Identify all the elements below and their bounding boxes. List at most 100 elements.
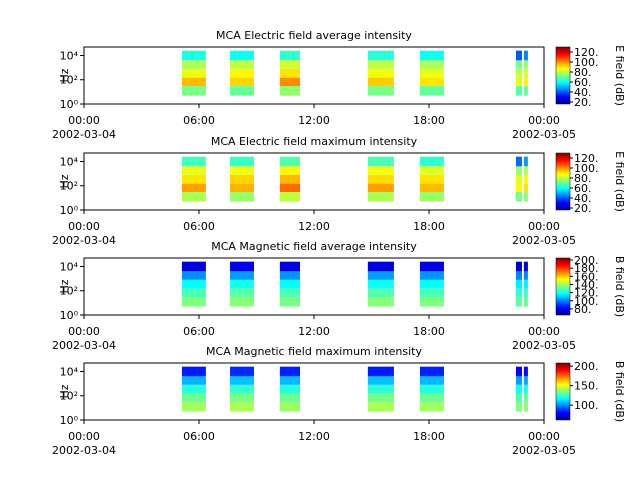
spectrogram-cell — [523, 50, 528, 61]
spectrogram-cell — [367, 384, 394, 394]
x-date-label: 2002-03-04 — [52, 234, 116, 247]
spectrogram-cell — [279, 376, 301, 385]
x-tick-label: 06:00 — [183, 325, 215, 338]
spectrogram-cell — [419, 60, 444, 69]
spectrogram-cell — [230, 376, 255, 385]
spectrogram-cell — [230, 393, 255, 403]
spectrogram-cell — [181, 393, 206, 403]
spectrogram-cell — [279, 77, 301, 87]
panel: MCA Magnetic field maximum intensity 00:0… — [52, 345, 626, 457]
spectrogram-cell — [230, 271, 255, 280]
spectrogram-cell — [181, 174, 206, 184]
spectrogram-cell — [516, 271, 522, 280]
spectrogram-cell — [516, 86, 522, 96]
spectrogram-cell — [419, 156, 444, 167]
x-tick-label: 00:00 — [528, 325, 560, 338]
spectrogram-cell — [523, 166, 528, 175]
spectrogram-cell — [230, 60, 255, 69]
colorbar-tick-label: 160. — [574, 270, 599, 283]
chart-title: MCA Magnetic field maximum intensity — [206, 345, 422, 358]
spectrogram-cell — [367, 60, 394, 69]
spectrogram-cell — [181, 384, 206, 394]
colorbar-label: B field (dB) — [613, 256, 626, 317]
spectrogram-cell — [279, 166, 301, 175]
spectrogram-cell — [367, 192, 394, 202]
spectrogram-cell — [181, 376, 206, 385]
x-date-label: 2002-03-05 — [512, 339, 576, 352]
spectrogram-cell — [279, 183, 301, 193]
spectrogram-cell — [367, 376, 394, 385]
spectrogram-cell — [230, 77, 255, 87]
spectrogram-cell — [279, 366, 301, 377]
x-tick-label: 12:00 — [298, 325, 330, 338]
spectrogram-cell — [419, 77, 444, 87]
colorbar-tick-label: 80. — [574, 172, 592, 185]
plot-frame — [83, 46, 545, 105]
spectrogram-cell — [367, 297, 394, 307]
colorbar-tick-label: 60. — [574, 76, 592, 89]
spectrogram-cell — [523, 288, 528, 298]
spectrogram-cell — [230, 366, 255, 377]
spectrogram-cell — [279, 60, 301, 69]
x-tick-label: 18:00 — [413, 220, 445, 233]
spectrogram-cell — [516, 174, 522, 184]
spectrogram-cell — [279, 174, 301, 184]
spectrogram-cell — [279, 393, 301, 403]
x-tick-label: 00:00 — [528, 220, 560, 233]
spectrogram-cell — [516, 279, 522, 289]
spectrogram-cell — [523, 271, 528, 280]
x-date-label: 2002-03-05 — [512, 128, 576, 141]
spectrogram-cell — [523, 279, 528, 289]
spectrogram-cell — [279, 279, 301, 289]
x-tick-label: 18:00 — [413, 430, 445, 443]
spectrogram-cell — [523, 183, 528, 193]
spectrogram-cell — [181, 279, 206, 289]
colorbar — [555, 362, 571, 421]
spectrogram-cell — [181, 402, 206, 412]
spectrogram-cell — [181, 50, 206, 61]
y-tick-label: 10² — [60, 390, 78, 403]
colorbar — [555, 257, 571, 316]
y-tick-label: 10² — [60, 180, 78, 193]
y-tick-label: 10² — [60, 285, 78, 298]
spectrogram-cell — [523, 366, 528, 377]
x-tick-label: 06:00 — [183, 220, 215, 233]
colorbar-tick-label: 20. — [574, 96, 592, 109]
spectrogram-cell — [230, 261, 255, 272]
spectrogram-cell — [230, 50, 255, 61]
y-tick-label: 10⁴ — [60, 155, 79, 168]
spectrogram-cell — [279, 288, 301, 298]
spectrogram-cell — [419, 166, 444, 175]
spectrogram-cell — [419, 376, 444, 385]
spectrogram-cell — [367, 174, 394, 184]
chart-title: MCA Electric field average intensity — [216, 29, 412, 42]
y-tick-label: 10² — [60, 74, 78, 87]
spectrogram-cell — [516, 376, 522, 385]
spectrogram-cell — [279, 156, 301, 167]
colorbar-tick-label: 140. — [574, 278, 599, 291]
plot-frame — [83, 362, 545, 421]
spectrogram-cell — [523, 393, 528, 403]
x-tick-label: 12:00 — [298, 114, 330, 127]
spectrogram-cell — [419, 261, 444, 272]
colorbar-tick-label: 200. — [574, 360, 599, 373]
spectrogram-cell — [419, 271, 444, 280]
spectrogram-cell — [230, 279, 255, 289]
spectrogram-cell — [419, 384, 444, 394]
y-tick-label: 10⁴ — [60, 365, 79, 378]
spectrogram-cell — [523, 156, 528, 167]
spectrogram-cell — [181, 192, 206, 202]
colorbar-tick-label: 120. — [574, 152, 599, 165]
spectrogram-cell — [516, 192, 522, 202]
spectrogram-cell — [181, 86, 206, 96]
colorbar-tick-label: 100. — [574, 295, 599, 308]
spectrogram-cell — [181, 68, 206, 78]
y-tick-label: 10⁰ — [60, 204, 79, 217]
spectrogram-cell — [523, 60, 528, 69]
spectrogram-cell — [523, 77, 528, 87]
y-tick-label: 10⁰ — [60, 309, 79, 322]
spectrogram-cell — [419, 402, 444, 412]
colorbar-tick-label: 100. — [574, 56, 599, 69]
x-date-label: 2002-03-04 — [52, 128, 116, 141]
spectrogram-cell — [516, 384, 522, 394]
